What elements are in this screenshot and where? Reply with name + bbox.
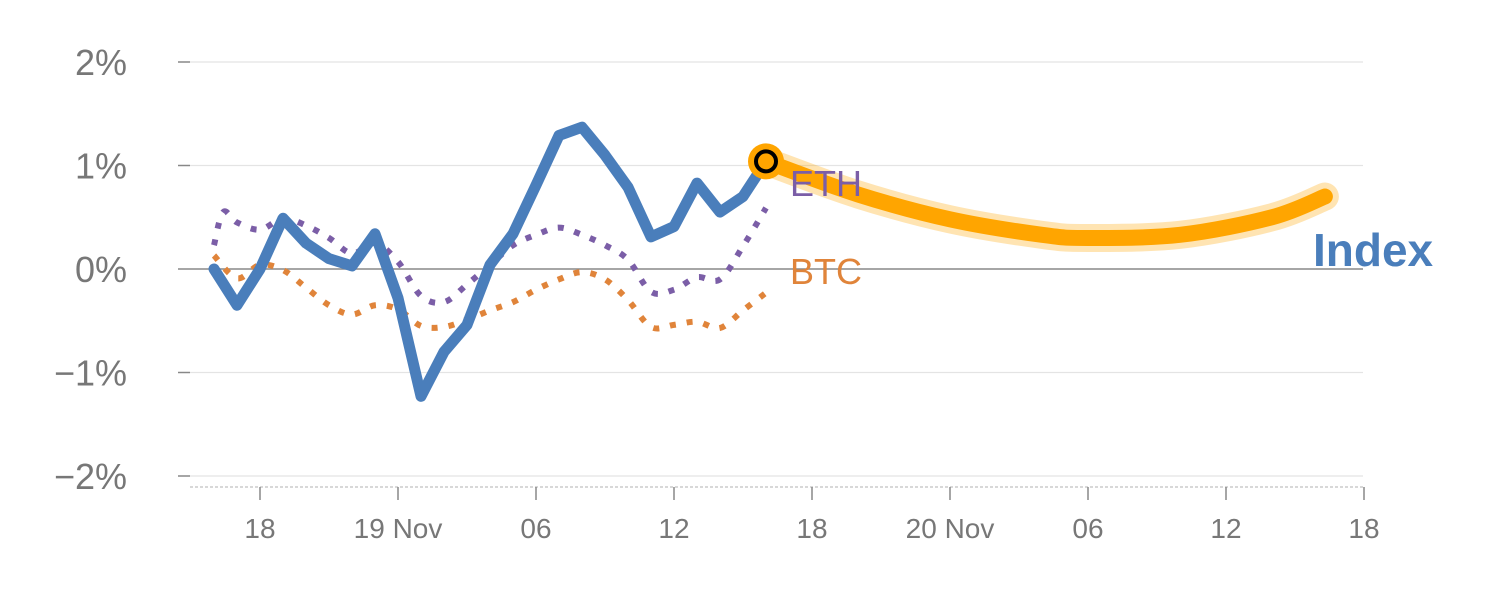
- y-tick-label: −2%: [54, 456, 127, 497]
- x-tick-label: 20 Nov: [906, 513, 995, 544]
- x-tick-label: 18: [796, 513, 827, 544]
- y-tick-label: −1%: [54, 353, 127, 394]
- x-tick-label: 18: [1348, 513, 1379, 544]
- series-labels: ETH BTC Index: [790, 163, 1434, 292]
- y-tick-label: 1%: [75, 146, 127, 187]
- x-tick-label: 06: [520, 513, 551, 544]
- gridlines: [190, 61, 1363, 477]
- x-tick-label: 12: [658, 513, 689, 544]
- y-tick-label: 0%: [75, 249, 127, 290]
- btc-line: [211, 253, 768, 332]
- series-group: [208, 121, 1339, 402]
- eth-line: [211, 206, 769, 306]
- index-line: [208, 121, 772, 402]
- btc-label: BTC: [790, 251, 862, 292]
- current-point-ring: [754, 149, 778, 174]
- y-tick-label: 2%: [75, 42, 127, 83]
- x-tick-label: 12: [1210, 513, 1241, 544]
- x-tick-label: 06: [1072, 513, 1103, 544]
- x-tick-label: 19 Nov: [354, 513, 443, 544]
- axes: 2% 1% 0% −1% −2% 18 19 Nov 06 12 18 20 Nov 06 12 18: [54, 42, 1380, 544]
- forecast-line: [758, 153, 1333, 246]
- index-label: Index: [1313, 224, 1434, 276]
- x-tick-label: 18: [244, 513, 275, 544]
- eth-label: ETH: [790, 163, 862, 204]
